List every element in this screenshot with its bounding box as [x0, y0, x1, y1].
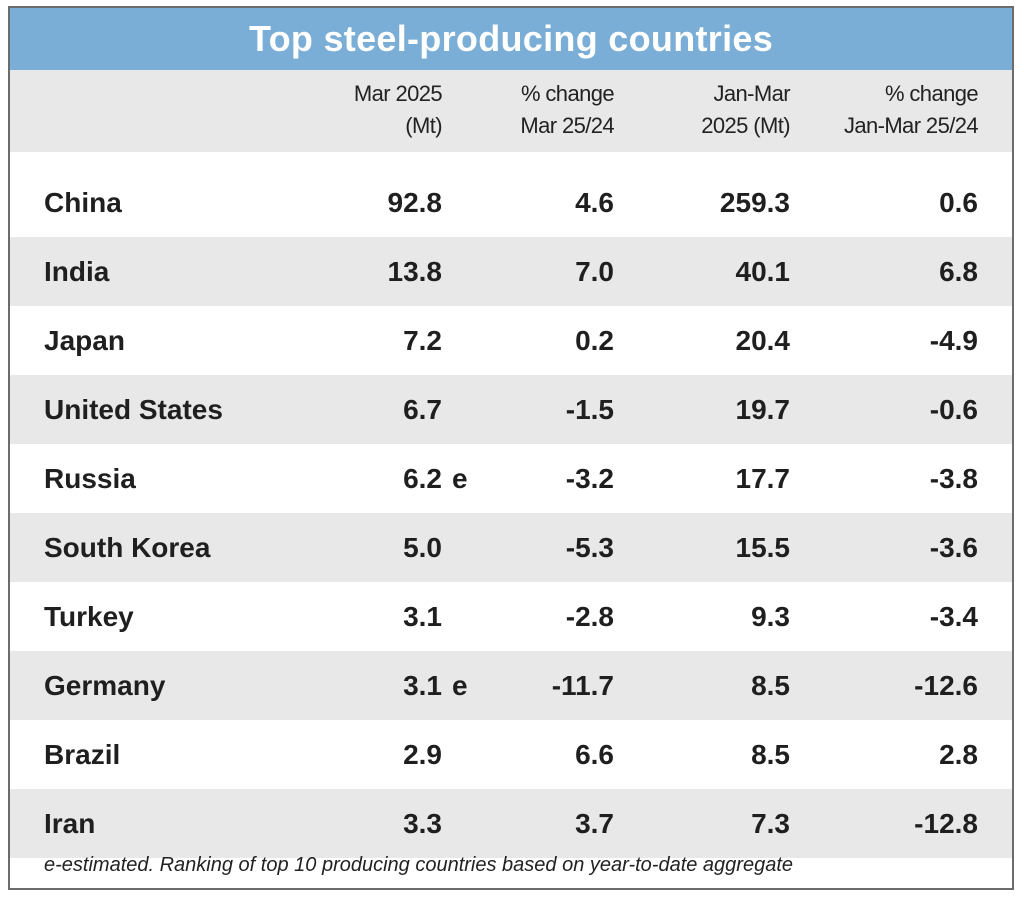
value-pct-change-mar: -1.5: [565, 394, 614, 425]
table-row: Russia 6.2 e -3.2 17.7 -3.8: [10, 444, 1012, 513]
country-name: Japan: [44, 325, 125, 356]
value-jan-mar: 259.3: [719, 187, 790, 218]
country-name: United States: [44, 394, 223, 425]
value-pct-change-jan-mar: -12.8: [914, 808, 978, 839]
value-pct-change-jan-mar: -4.9: [929, 325, 978, 356]
table-row: South Korea 5.0 -5.3 15.5 -3.6: [10, 513, 1012, 582]
estimate-flag: e: [452, 670, 468, 701]
column-header-line: Jan-Mar 25/24: [843, 113, 979, 138]
column-header-mar-2025: Mar 2025 (Mt): [353, 78, 443, 142]
column-header-line: (Mt): [405, 113, 442, 138]
table-row: Brazil 2.9 6.6 8.5 2.8: [10, 720, 1012, 789]
value-mar-2025: 3.3: [403, 808, 442, 839]
country-name: Germany: [44, 670, 166, 701]
title-bar: Top steel-producing countries: [10, 8, 1012, 70]
value-mar-2025: 13.8: [387, 256, 443, 287]
value-jan-mar: 15.5: [735, 532, 791, 563]
value-mar-2025: 92.8: [387, 187, 443, 218]
value-pct-change-mar: -11.7: [551, 670, 614, 701]
value-pct-change-mar: 4.6: [575, 187, 614, 218]
value-mar-2025: 3.1: [403, 601, 442, 632]
value-jan-mar: 8.5: [751, 670, 790, 701]
value-pct-change-jan-mar: -0.6: [929, 394, 978, 425]
table-row: Japan 7.2 0.2 20.4 -4.9: [10, 306, 1012, 375]
value-jan-mar: 40.1: [735, 256, 791, 287]
table-row: United States 6.7 -1.5 19.7 -0.6: [10, 375, 1012, 444]
column-header-row: Mar 2025 (Mt) % change Mar 25/24 Jan-Mar…: [10, 70, 1012, 152]
country-name: Turkey: [44, 601, 134, 632]
value-mar-2025: 3.1: [403, 670, 442, 701]
country-name: China: [44, 187, 122, 218]
table-row: Germany 3.1 e -11.7 8.5 -12.6: [10, 651, 1012, 720]
value-jan-mar: 8.5: [751, 739, 790, 770]
country-name: Iran: [44, 808, 96, 839]
country-name: South Korea: [44, 532, 211, 563]
value-mar-2025: 7.2: [403, 325, 442, 356]
value-mar-2025: 5.0: [403, 532, 442, 563]
value-pct-change-mar: -2.8: [565, 601, 614, 632]
column-header-line: % change: [884, 81, 979, 106]
country-name: Brazil: [44, 739, 121, 770]
value-jan-mar: 19.7: [735, 394, 791, 425]
value-pct-change-jan-mar: -12.6: [914, 670, 978, 701]
value-pct-change-jan-mar: -3.4: [929, 601, 978, 632]
column-header-line: 2025 (Mt): [701, 113, 790, 138]
estimate-flag: e: [452, 463, 468, 494]
value-pct-change-mar: 3.7: [575, 808, 614, 839]
value-pct-change-jan-mar: 0.6: [939, 187, 978, 218]
column-header-line: Jan-Mar: [713, 81, 791, 106]
country-name: Russia: [44, 463, 136, 494]
value-mar-2025: 6.7: [403, 394, 442, 425]
value-jan-mar: 20.4: [735, 325, 791, 356]
country-name: India: [44, 256, 110, 287]
table-row: Turkey 3.1 -2.8 9.3 -3.4: [10, 582, 1012, 651]
value-jan-mar: 7.3: [751, 808, 790, 839]
value-mar-2025: 2.9: [403, 739, 442, 770]
value-pct-change-jan-mar: 6.8: [939, 256, 978, 287]
table-title: Top steel-producing countries: [248, 18, 774, 59]
column-header-line: Mar 25/24: [520, 113, 614, 138]
value-mar-2025: 6.2: [403, 463, 442, 494]
table-frame: Top steel-producing countries Mar 2025 (…: [8, 6, 1014, 890]
value-pct-change-mar: 7.0: [575, 256, 614, 287]
value-pct-change-mar: -5.3: [565, 532, 614, 563]
column-header-line: Mar 2025: [353, 81, 443, 106]
column-header-pct-change-jan-mar: % change Jan-Mar 25/24: [843, 78, 979, 142]
table-row: India 13.8 7.0 40.1 6.8: [10, 237, 1012, 306]
value-pct-change-mar: -3.2: [565, 463, 614, 494]
value-jan-mar: 17.7: [735, 463, 791, 494]
table-row: Iran 3.3 3.7 7.3 -12.8: [10, 789, 1012, 858]
value-pct-change-jan-mar: -3.8: [929, 463, 978, 494]
value-pct-change-jan-mar: 2.8: [939, 739, 978, 770]
column-header-line: % change: [520, 81, 615, 106]
table-row: China 92.8 4.6 259.3 0.6: [10, 168, 1012, 237]
value-pct-change-jan-mar: -3.6: [929, 532, 978, 563]
column-header-jan-mar: Jan-Mar 2025 (Mt): [701, 78, 790, 142]
value-pct-change-mar: 6.6: [575, 739, 614, 770]
footnote: e-estimated. Ranking of top 10 producing…: [44, 854, 794, 876]
value-jan-mar: 9.3: [751, 601, 790, 632]
column-header-pct-change-mar: % change Mar 25/24: [520, 78, 614, 142]
value-pct-change-mar: 0.2: [575, 325, 614, 356]
